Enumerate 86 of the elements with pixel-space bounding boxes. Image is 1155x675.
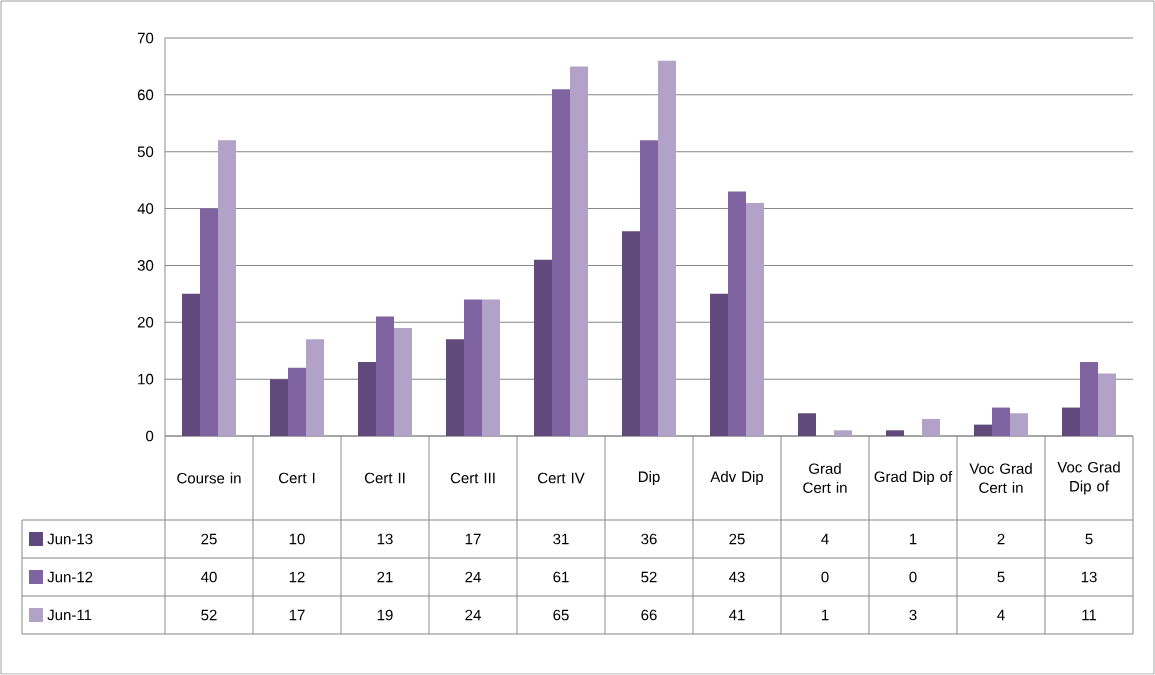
bar (1080, 362, 1099, 436)
data-label: 66 (641, 609, 657, 621)
data-label: 40 (201, 571, 217, 583)
data-label: 0 (909, 571, 917, 583)
data-label: 17 (465, 533, 481, 545)
bar (886, 430, 905, 436)
bar (482, 299, 501, 436)
data-label: 0 (821, 571, 829, 583)
x-tick-label: Cert II (364, 472, 405, 484)
x-tick-label: Cert III (450, 472, 495, 484)
data-label: 3 (909, 609, 917, 621)
bar (710, 293, 729, 436)
bar (464, 299, 483, 436)
bar (1010, 413, 1029, 436)
data-label: 36 (641, 533, 657, 545)
data-label: 10 (289, 533, 305, 545)
data-label: 1 (909, 533, 917, 545)
x-tick-label: Adv Dip (710, 471, 764, 485)
y-tick-label: 20 (137, 316, 154, 328)
x-tick-label: Cert I (279, 472, 315, 484)
bar (182, 293, 200, 436)
data-label: 5 (1085, 533, 1093, 545)
bar (218, 140, 237, 436)
data-label: 65 (553, 609, 569, 621)
bar (446, 339, 465, 436)
bar (570, 66, 589, 436)
bar (534, 259, 553, 436)
x-tick-label: Voc Grad Dip of (1057, 461, 1120, 495)
y-tick-label: 40 (137, 203, 154, 214)
x-tick-label: Course in (177, 472, 241, 484)
bar (1062, 407, 1081, 436)
bar (992, 407, 1011, 436)
bar (1098, 373, 1117, 436)
bar (658, 60, 677, 436)
bar (798, 413, 817, 436)
data-label: 25 (201, 533, 217, 545)
x-tick-label: Grad Dip of (874, 471, 953, 485)
legend-label: Jun-11 (47, 609, 92, 621)
bar (288, 367, 307, 436)
bar (746, 202, 765, 436)
legend-label: Jun-13 (47, 533, 93, 545)
bar (200, 208, 219, 436)
data-label: 61 (553, 571, 569, 583)
data-label: 52 (201, 609, 217, 621)
bar (552, 89, 571, 436)
data-label: 31 (553, 533, 569, 545)
bar (622, 231, 641, 436)
data-label: 4 (997, 609, 1005, 621)
bar (728, 191, 747, 436)
bar (834, 430, 853, 436)
bar (270, 379, 289, 436)
y-tick-label: 70 (137, 32, 154, 44)
bar (640, 140, 659, 436)
data-label: 11 (1082, 609, 1097, 621)
data-label: 4 (821, 533, 829, 545)
data-label: 24 (465, 571, 481, 583)
data-label: 12 (289, 571, 305, 583)
y-tick-label: 60 (137, 89, 154, 101)
data-label: 13 (1081, 571, 1097, 583)
legend-label: Jun-12 (47, 571, 93, 583)
bar (922, 418, 941, 436)
bar (358, 362, 377, 436)
x-tick-label: Voc Grad Cert in (969, 462, 1032, 493)
data-label: 52 (641, 571, 657, 583)
bar (394, 327, 413, 436)
data-label: 19 (377, 609, 393, 621)
data-label: 5 (997, 571, 1005, 583)
data-label: 13 (377, 533, 393, 545)
bar (306, 339, 325, 436)
bar (974, 424, 993, 436)
x-tick-label: Cert IV (538, 472, 585, 484)
y-tick-label: 0 (146, 430, 154, 442)
bar (376, 316, 395, 436)
x-tick-label: Dip (638, 471, 660, 485)
data-label: 43 (729, 571, 745, 583)
x-tick-label: Grad Cert in (803, 462, 847, 493)
data-label: 21 (377, 571, 393, 583)
data-label: 2 (997, 533, 1005, 545)
y-tick-label: 50 (137, 146, 154, 158)
y-tick-label: 30 (137, 260, 154, 271)
y-tick-label: 10 (138, 373, 154, 385)
data-label: 41 (729, 609, 745, 621)
data-label: 24 (465, 609, 481, 621)
data-label: 17 (289, 609, 305, 621)
data-label: 25 (729, 533, 745, 545)
data-label: 1 (821, 609, 829, 621)
